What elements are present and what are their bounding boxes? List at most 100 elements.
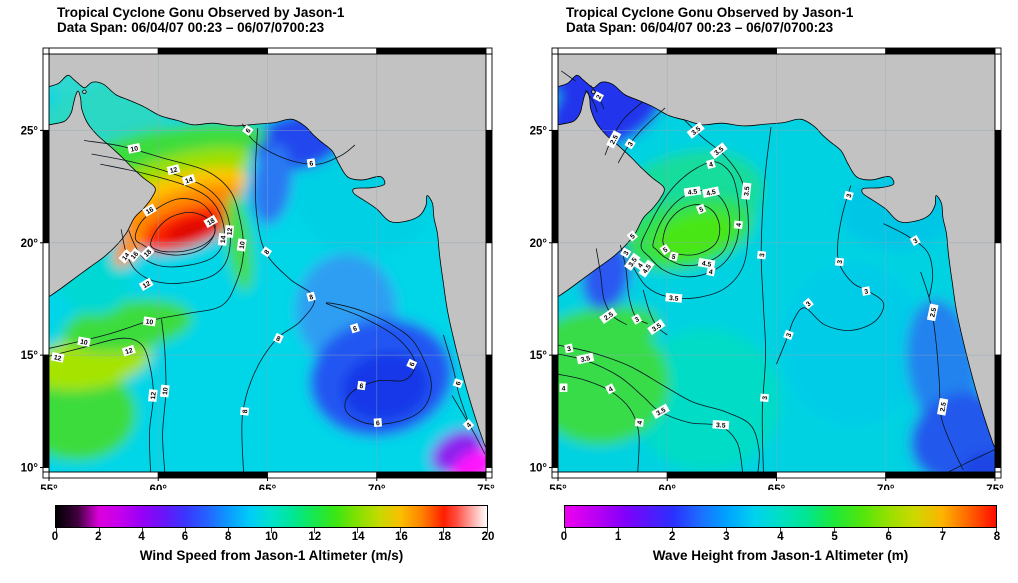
svg-text:6: 6	[376, 420, 380, 427]
svg-text:2.5: 2.5	[929, 307, 938, 318]
colorbar-tick-label: 4	[777, 531, 784, 543]
svg-text:2.5: 2.5	[603, 311, 615, 322]
wave-colorbar-ticks: 0 1 2 3 4 5 6 7 8	[560, 531, 1001, 545]
svg-text:4: 4	[708, 161, 714, 169]
wind-panel-title: Tropical Cyclone Gonu Observed by Jason-…	[57, 5, 344, 35]
colorbar-tick	[357, 528, 359, 533]
colorbar-tick	[400, 528, 402, 533]
contour-lines	[558, 70, 995, 472]
svg-text:12: 12	[169, 166, 178, 175]
svg-text:18: 18	[143, 248, 153, 258]
svg-text:65°: 65°	[768, 484, 786, 490]
wave-panel-title: Tropical Cyclone Gonu Observed by Jason-…	[566, 5, 853, 35]
svg-text:4: 4	[736, 222, 743, 227]
graticule	[49, 54, 486, 472]
svg-text:6: 6	[352, 325, 358, 333]
svg-text:6: 6	[409, 361, 417, 368]
svg-text:14: 14	[121, 252, 131, 262]
svg-text:4.5: 4.5	[642, 263, 653, 275]
svg-text:4: 4	[708, 269, 713, 277]
svg-text:8: 8	[263, 249, 271, 256]
colorbar-tick-label: 4	[138, 531, 145, 543]
svg-text:3: 3	[567, 346, 572, 354]
colorbar-tick	[443, 528, 445, 533]
svg-text:3: 3	[846, 193, 854, 199]
svg-text:75°: 75°	[477, 484, 495, 490]
colorbar-tick	[141, 528, 143, 533]
colorbar-tick-label: 0	[560, 531, 568, 543]
wind-colorbar-label: Wind Speed from Jason-1 Altimeter (m/s)	[139, 548, 404, 563]
svg-text:3: 3	[805, 300, 813, 308]
svg-text:3.5: 3.5	[716, 422, 726, 430]
svg-text:12: 12	[142, 280, 152, 290]
wave-title-line2: Data Span: 06/04/07 00:23 – 06/07/0700:2…	[566, 20, 834, 35]
colorbar-tick-label: 3	[723, 531, 730, 543]
svg-text:5: 5	[671, 253, 677, 261]
colorbar-tick-label: 2	[669, 531, 676, 543]
colorbar-tick	[271, 528, 272, 533]
svg-text:3: 3	[912, 237, 919, 245]
colorbar-tick	[618, 528, 620, 533]
svg-text:3.5: 3.5	[655, 407, 667, 418]
svg-text:5: 5	[629, 233, 637, 241]
svg-text:4: 4	[637, 262, 645, 269]
svg-text:14: 14	[220, 235, 228, 243]
colorbar-tick-label: 14	[351, 531, 365, 543]
colorbar-tick	[564, 528, 566, 533]
svg-text:20°: 20°	[530, 238, 548, 250]
svg-text:4: 4	[562, 385, 566, 392]
svg-text:12: 12	[124, 347, 134, 356]
svg-text:16: 16	[145, 206, 155, 216]
svg-text:55°: 55°	[40, 484, 58, 490]
wind-colorbar	[55, 505, 488, 533]
svg-text:3: 3	[786, 332, 794, 338]
colorbar-tick-label: 18	[438, 531, 452, 543]
svg-text:3.5: 3.5	[743, 186, 751, 196]
svg-text:6: 6	[359, 383, 364, 390]
svg-text:4.5: 4.5	[701, 260, 712, 269]
svg-text:6: 6	[455, 380, 463, 386]
colorbar-tick-label: 5	[831, 531, 838, 543]
colorbar-tick-label: 8	[993, 531, 1001, 543]
wave-height-map: 2 2.5 3 3 3 3.5 3.5 3.5 3.5 3.5 4 4 4 4 4.5 4.5 4.5 4.5 5 5…	[509, 30, 1018, 496]
colorbar-tick	[726, 528, 728, 533]
svg-text:3.5: 3.5	[713, 146, 725, 157]
colorbar-tick-label: 20	[481, 531, 495, 543]
svg-text:10°: 10°	[21, 463, 39, 475]
svg-text:60°: 60°	[150, 484, 168, 490]
map-frame	[42, 47, 493, 479]
svg-text:3.5: 3.5	[690, 125, 702, 136]
wave-height-panel: Tropical Cyclone Gonu Observed by Jason-…	[509, 0, 1018, 583]
svg-text:8: 8	[309, 294, 315, 302]
colorbar-tick-label: 10	[265, 531, 278, 543]
svg-text:6: 6	[245, 127, 253, 134]
svg-text:2.5: 2.5	[939, 402, 948, 413]
graticule	[558, 54, 995, 472]
svg-text:10: 10	[145, 318, 154, 326]
colorbar-tick-label: 8	[224, 531, 232, 543]
svg-text:20°: 20°	[21, 238, 39, 250]
svg-text:12: 12	[53, 354, 62, 362]
colorbar-tick	[833, 528, 835, 533]
svg-text:3: 3	[623, 250, 631, 257]
map-frame	[551, 47, 1002, 479]
svg-text:18: 18	[206, 217, 216, 227]
svg-text:3: 3	[759, 253, 766, 258]
svg-text:4: 4	[608, 386, 615, 394]
wind-title-line1: Tropical Cyclone Gonu Observed by Jason-…	[57, 5, 345, 20]
colorbar-tick-label: 12	[308, 531, 322, 543]
svg-text:70°: 70°	[368, 484, 386, 490]
svg-text:25°: 25°	[530, 125, 548, 137]
svg-text:65°: 65°	[259, 484, 277, 490]
wind-speed-panel: Tropical Cyclone Gonu Observed by Jason-…	[21, 5, 495, 563]
svg-text:2.5: 2.5	[609, 134, 620, 146]
svg-text:25°: 25°	[21, 125, 39, 137]
svg-text:16: 16	[130, 250, 140, 260]
svg-text:8: 8	[242, 409, 249, 414]
svg-text:3.5: 3.5	[628, 256, 639, 268]
colorbar-tick	[55, 528, 57, 533]
svg-text:10: 10	[79, 339, 88, 347]
